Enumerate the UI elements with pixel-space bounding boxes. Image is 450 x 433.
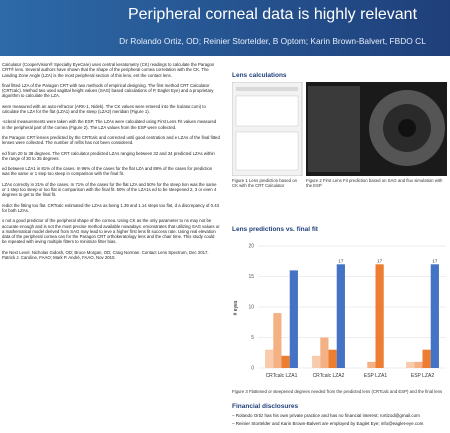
paragraph: were measured with an auto-refractor (AR…: [2, 103, 206, 115]
bar: [336, 264, 345, 368]
disclosure: – Rolando Ortiz has his own private prac…: [232, 413, 420, 418]
paragraph: redict the fitting too flat. CRTcalc est…: [2, 202, 220, 213]
x-tick-label: ESP LZA2: [411, 373, 434, 379]
bar: [422, 349, 431, 368]
paragraph: Calculator (CooperVision® Specialty EyeC…: [2, 62, 215, 78]
data-label: 17: [432, 258, 438, 263]
y-tick-label: 0: [251, 366, 254, 372]
bar: [414, 361, 423, 368]
figure-caption: Figure 3 Flattened or steepened degrees …: [232, 389, 443, 394]
paragraph: ed from 20 to 38 degrees. The CRT calcul…: [2, 150, 215, 161]
disclosure: – Reinier Stortelder and Karin Brown-Bal…: [232, 421, 424, 426]
bar: [375, 264, 384, 368]
y-axis-label: # eyes: [233, 300, 239, 315]
x-tick-label: CRTcalc LZA2: [313, 373, 345, 379]
bar: [430, 264, 439, 368]
figures: [232, 82, 447, 176]
bar: [367, 361, 376, 368]
x-tick-label: ESP LZA1: [364, 373, 387, 379]
bar: [312, 355, 321, 368]
chart: # eyes 0 5 10 15 20 CRTcalc LZA1 CRTcalc LZA2 1…: [233, 244, 446, 379]
paragraph: LZAs correctly in 21% of the cases. In 7…: [2, 181, 217, 198]
section-heading: Lens calculations: [232, 72, 287, 79]
data-label: 17: [377, 258, 383, 263]
form-box: [235, 95, 299, 127]
y-tick-label: 20: [248, 244, 254, 250]
paragraph: the Next Level. Nicholas Gidosh, OD; Bru…: [2, 249, 209, 261]
header-band: [0, 0, 450, 56]
bar: [289, 270, 298, 368]
bar: [265, 349, 274, 368]
settings-panel: [308, 86, 360, 172]
form-row: [236, 87, 298, 91]
figure-caption: Figure 2 First Lens Fit prediction based…: [306, 178, 443, 189]
section-heading: Lens predictions vs. final fit: [232, 226, 318, 233]
bar: [273, 313, 282, 368]
bar: [406, 361, 415, 368]
paragraph: final fitted LZA of the Paragon CRT with…: [2, 82, 214, 99]
y-tick-label: 10: [248, 305, 254, 311]
bar: [320, 337, 329, 368]
left-column: Calculator (CooperVision® Specialty EyeC…: [2, 62, 220, 430]
paragraph: ed between LZA1 in 81% of the cases. In …: [2, 166, 213, 177]
eye-pupil: [398, 119, 416, 137]
bar: [281, 355, 290, 368]
paragraph: s not a good predictor of the peripheral…: [2, 218, 220, 245]
y-tick-label: 5: [251, 335, 254, 341]
data-label: 17: [338, 258, 344, 263]
form-box: [235, 131, 299, 171]
section-heading: Financial disclosures: [232, 403, 299, 410]
poster-title: Peripheral corneal data is highly releva…: [127, 6, 418, 23]
paragraph: -scleral measurements were taken with th…: [2, 119, 217, 130]
authors: Dr Rolando Ortiz, OD; Reinier Stortelder…: [119, 36, 426, 46]
paragraph: the Paragon CRT lenses predicted by the …: [2, 134, 220, 146]
y-tick-label: 15: [248, 274, 254, 280]
x-tick-label: CRTcalc LZA1: [266, 373, 298, 379]
figure-caption: Figure 1 Lens prediction based on CK wit…: [232, 178, 297, 189]
bar: [328, 349, 337, 368]
